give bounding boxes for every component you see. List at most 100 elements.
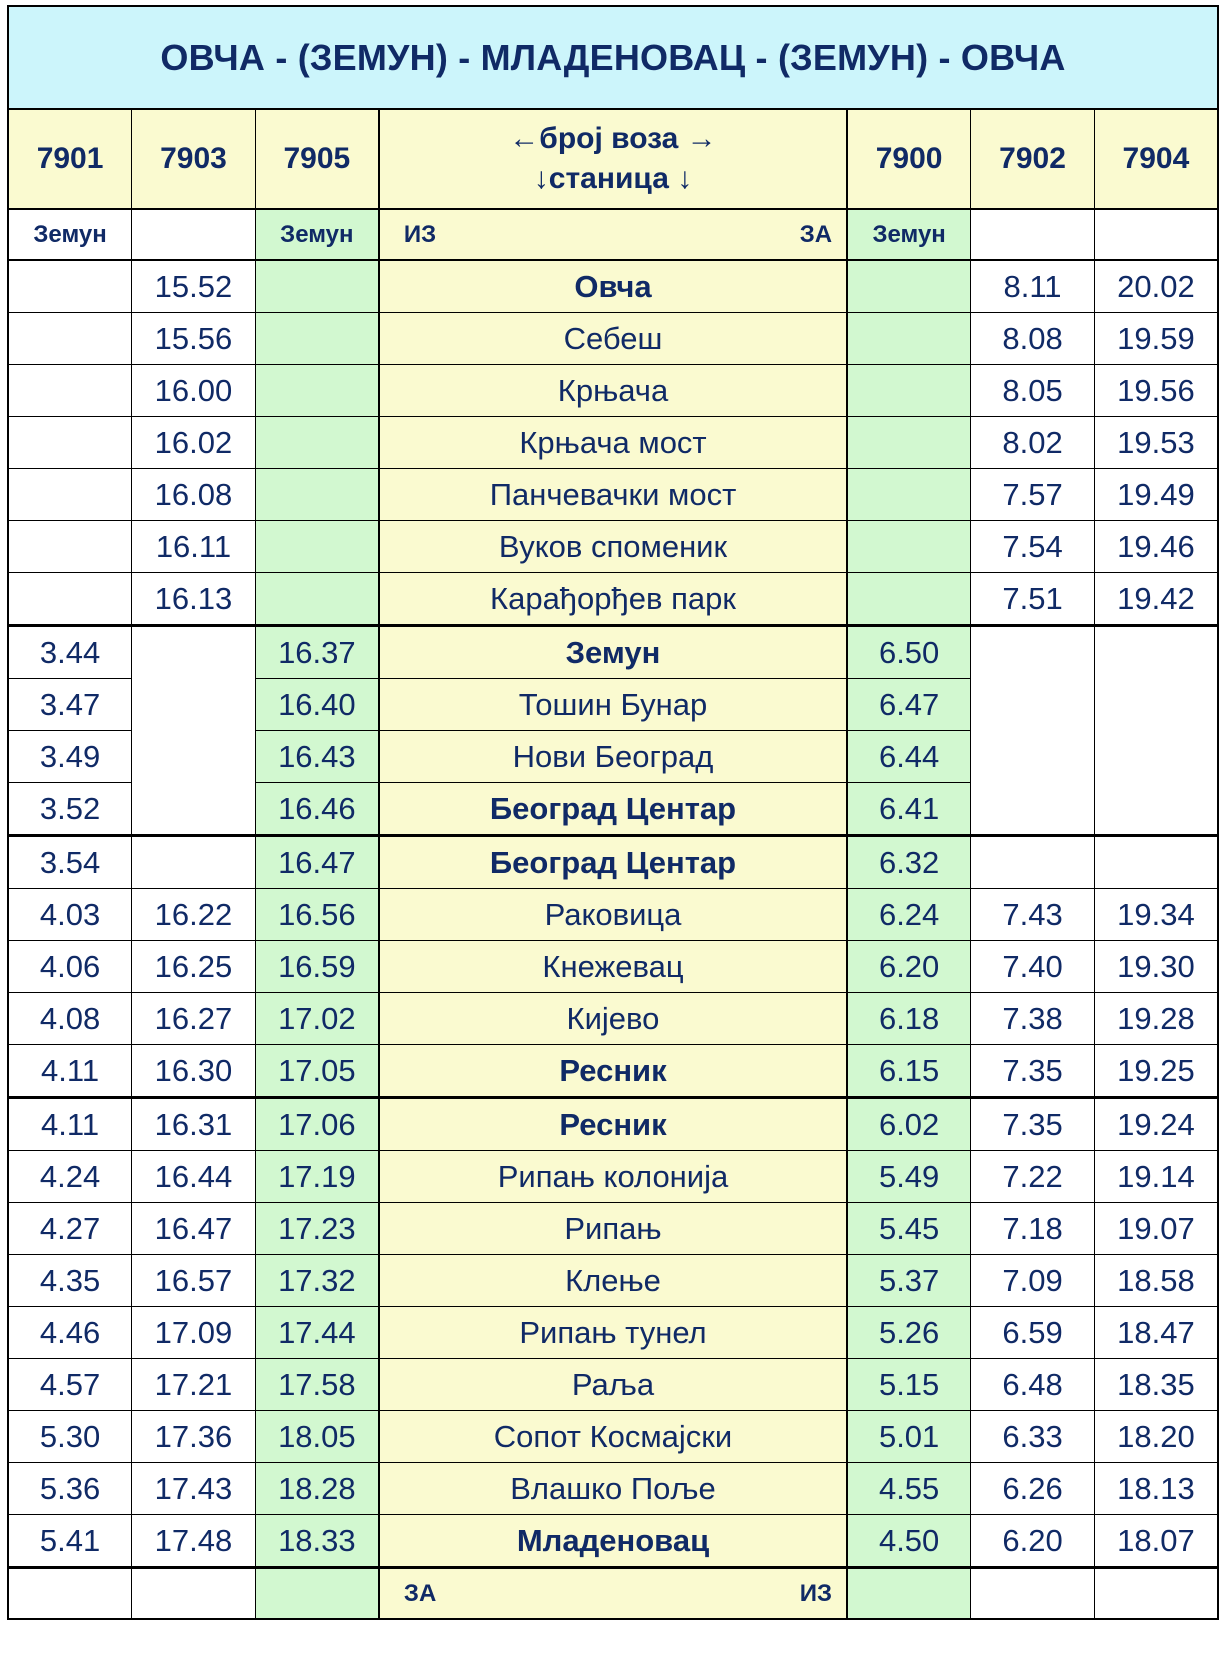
- time-cell: [131, 624, 256, 679]
- time-cell: 4.46: [7, 1306, 133, 1359]
- to-label: ЗА: [799, 220, 833, 248]
- table-row: 4.03 16.22 16.56 Раковица 6.24 7.43 19.34: [7, 888, 1219, 941]
- station-name: Сопот Космајски: [377, 1410, 849, 1463]
- time-cell: 19.07: [1093, 1202, 1219, 1255]
- time-cell: [7, 312, 133, 365]
- time-cell: [970, 730, 1095, 783]
- time-cell: 19.59: [1093, 312, 1219, 365]
- time-cell: 18.07: [1093, 1514, 1219, 1568]
- time-cell: 4.35: [7, 1254, 133, 1307]
- page-title: ОВЧА - (ЗЕМУН) - МЛАДЕНОВАЦ - (ЗЕМУН) - …: [7, 5, 1219, 108]
- time-cell: 16.13: [131, 572, 256, 626]
- time-cell: 7.40: [970, 940, 1095, 993]
- time-cell: 6.20: [970, 1514, 1095, 1568]
- train-number: 7905: [254, 108, 380, 210]
- time-cell: 6.15: [846, 1044, 972, 1098]
- time-cell: 17.09: [131, 1306, 256, 1359]
- time-cell: [846, 416, 972, 469]
- train-number: 7903: [131, 108, 256, 210]
- footer-cell: [846, 1566, 972, 1620]
- station-label: ↓станица ↓: [533, 162, 693, 195]
- time-cell: 5.01: [846, 1410, 972, 1463]
- station-name: Влашко Поље: [377, 1462, 849, 1515]
- station-name: Клење: [377, 1254, 849, 1307]
- time-cell: [970, 782, 1095, 836]
- table-row: 16.13 Карађорђев парк 7.51 19.42: [7, 572, 1219, 626]
- time-cell: 20.02: [1093, 259, 1219, 313]
- time-cell: 16.31: [131, 1096, 256, 1151]
- station-name: Кијево: [377, 992, 849, 1045]
- time-cell: 6.59: [970, 1306, 1095, 1359]
- time-cell: [131, 782, 256, 836]
- table-row: 4.46 17.09 17.44 Рипањ тунел 5.26 6.59 18.47: [7, 1306, 1219, 1359]
- time-cell: 17.43: [131, 1462, 256, 1515]
- time-cell: 16.40: [254, 678, 380, 731]
- table-row: 3.54 16.47 Београд Центар 6.32: [7, 834, 1219, 889]
- station-name: Раковица: [377, 888, 849, 941]
- station-name: Београд Центар: [377, 834, 849, 889]
- time-cell: 7.57: [970, 468, 1095, 521]
- time-cell: 5.45: [846, 1202, 972, 1255]
- station-name: Панчевачки мост: [377, 468, 849, 521]
- from-label: ИЗ: [799, 1579, 833, 1607]
- time-cell: 3.44: [7, 624, 133, 679]
- table-row: 15.52 Овча 8.11 20.02: [7, 259, 1219, 313]
- footer-row: ЗА ИЗ: [7, 1566, 1219, 1620]
- table-row: 3.44 16.37 Земун 6.50: [7, 624, 1219, 679]
- time-cell: 6.47: [846, 678, 972, 731]
- train-number: 7901: [7, 108, 133, 210]
- station-name: Нови Београд: [377, 730, 849, 783]
- time-cell: 19.49: [1093, 468, 1219, 521]
- table-row: 4.57 17.21 17.58 Раља 5.15 6.48 18.35: [7, 1358, 1219, 1411]
- time-cell: 17.23: [254, 1202, 380, 1255]
- footer-cell: [131, 1566, 256, 1620]
- station-name: Себеш: [377, 312, 849, 365]
- time-cell: 8.02: [970, 416, 1095, 469]
- time-cell: [254, 572, 380, 626]
- station-name: Карађорђев парк: [377, 572, 849, 626]
- direction-cell: ИЗ ЗА: [377, 208, 849, 261]
- time-cell: 5.41: [7, 1514, 133, 1568]
- time-cell: 7.09: [970, 1254, 1095, 1307]
- time-cell: 16.46: [254, 782, 380, 836]
- time-cell: 19.46: [1093, 520, 1219, 573]
- time-cell: 18.58: [1093, 1254, 1219, 1307]
- station-name: Рипањ: [377, 1202, 849, 1255]
- train-number: 7904: [1093, 108, 1219, 210]
- time-cell: [131, 834, 256, 889]
- time-cell: 18.47: [1093, 1306, 1219, 1359]
- time-cell: 6.41: [846, 782, 972, 836]
- table-row: 4.08 16.27 17.02 Кијево 6.18 7.38 19.28: [7, 992, 1219, 1045]
- time-cell: [254, 312, 380, 365]
- time-cell: 17.19: [254, 1150, 380, 1203]
- time-cell: 19.42: [1093, 572, 1219, 626]
- table-row: 5.36 17.43 18.28 Влашко Поље 4.55 6.26 18.13: [7, 1462, 1219, 1515]
- table-row: 3.49 16.43 Нови Београд 6.44: [7, 730, 1219, 783]
- time-cell: 16.02: [131, 416, 256, 469]
- time-cell: 16.30: [131, 1044, 256, 1098]
- table-row: 16.11 Вуков споменик 7.54 19.46: [7, 520, 1219, 573]
- time-cell: 3.52: [7, 782, 133, 836]
- to-label: ЗА: [403, 1579, 437, 1607]
- time-cell: 19.28: [1093, 992, 1219, 1045]
- train-number: 7900: [846, 108, 972, 210]
- time-cell: 15.56: [131, 312, 256, 365]
- time-cell: 17.48: [131, 1514, 256, 1568]
- table-row: 4.24 16.44 17.19 Рипањ колонија 5.49 7.22 19.1…: [7, 1150, 1219, 1203]
- station-name: Рипањ колонија: [377, 1150, 849, 1203]
- time-cell: 7.18: [970, 1202, 1095, 1255]
- time-cell: 6.33: [970, 1410, 1095, 1463]
- time-cell: 16.59: [254, 940, 380, 993]
- time-cell: 7.35: [970, 1044, 1095, 1098]
- time-cell: [7, 572, 133, 626]
- time-cell: 6.24: [846, 888, 972, 941]
- table-row: 15.56 Себеш 8.08 19.59: [7, 312, 1219, 365]
- time-cell: 18.35: [1093, 1358, 1219, 1411]
- time-cell: [254, 468, 380, 521]
- time-cell: 16.37: [254, 624, 380, 679]
- time-cell: [846, 312, 972, 365]
- time-cell: 19.56: [1093, 364, 1219, 417]
- time-cell: 7.51: [970, 572, 1095, 626]
- time-cell: 3.47: [7, 678, 133, 731]
- time-cell: 8.11: [970, 259, 1095, 313]
